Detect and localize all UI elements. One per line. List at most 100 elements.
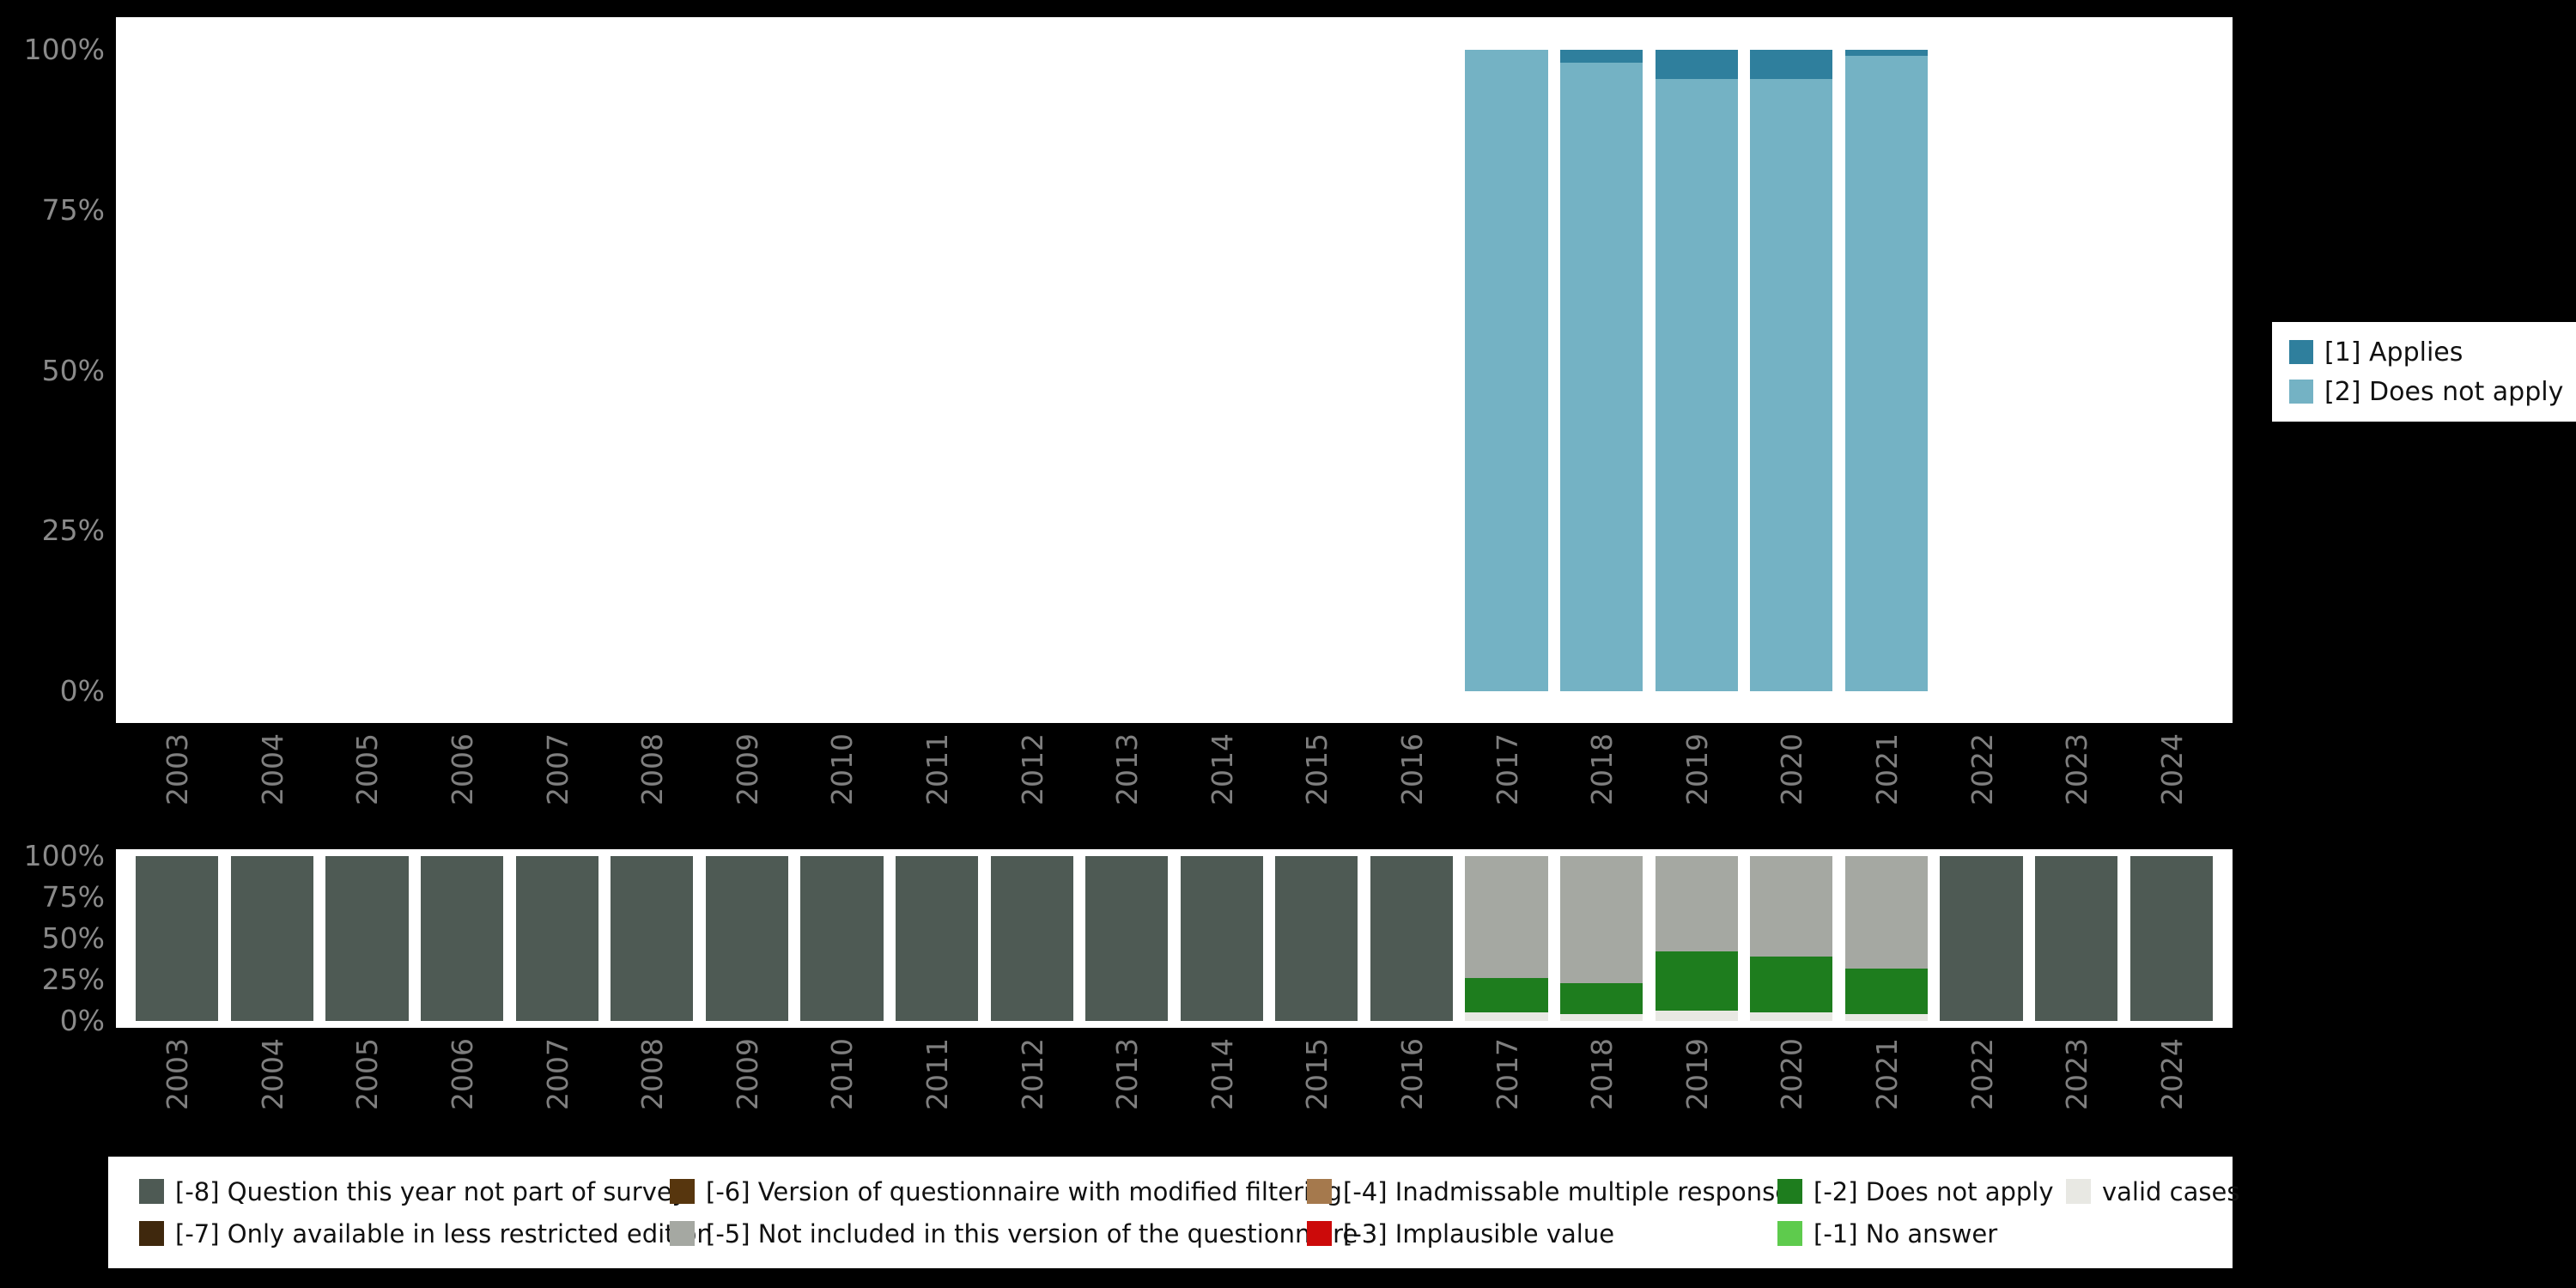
legend-item-3-implausible-value: [-3] Implausible value bbox=[1307, 1212, 1777, 1255]
legend-item-6-version-of-questionnaire-with-modified-filtering: [-6] Version of questionnaire with modif… bbox=[670, 1170, 1342, 1212]
segment-valid-cases bbox=[1465, 1012, 1548, 1021]
bar-2024 bbox=[2129, 856, 2213, 1021]
legend-swatch-5-not-included-in-this-version-of-the-questionnaire bbox=[670, 1221, 695, 1246]
missing-values-legend: [-8] Question this year not part of surv… bbox=[108, 1157, 2239, 1268]
y-tick-label: 25% bbox=[41, 963, 105, 996]
segment-5-not-included-in-this-version-of-the-questionnaire bbox=[1655, 856, 1738, 952]
legend-swatch-6-version-of-questionnaire-with-modified-filtering bbox=[670, 1179, 695, 1204]
segment-8-question-this-year-not-part-of-survey bbox=[420, 856, 504, 1021]
x-tick-label-2022: 2022 bbox=[1965, 1038, 1999, 1110]
bar-2019 bbox=[1655, 50, 1738, 691]
legend-label: [1] Applies bbox=[2324, 337, 2464, 368]
bar-2005 bbox=[325, 856, 409, 1021]
bar-2018 bbox=[1560, 856, 1643, 1021]
x-tick-label-2023: 2023 bbox=[2060, 733, 2094, 805]
bottom-chart-plot-area bbox=[116, 849, 2233, 1028]
y-tick-label: 50% bbox=[41, 353, 105, 387]
legend-swatch-7-only-available-in-less-restricted-edition bbox=[139, 1221, 164, 1246]
x-tick-label-2016: 2016 bbox=[1394, 1038, 1429, 1110]
segment-8-question-this-year-not-part-of-survey bbox=[800, 856, 884, 1021]
segment-1-applies bbox=[1655, 50, 1738, 79]
segment-valid-cases bbox=[1560, 1014, 1643, 1021]
legend-item-1-applies: [1] Applies bbox=[2289, 336, 2563, 368]
bar-2017 bbox=[1465, 856, 1548, 1021]
bar-2020 bbox=[1750, 856, 1833, 1021]
x-tick-label-2006: 2006 bbox=[446, 733, 480, 805]
legend-label: valid cases bbox=[2102, 1176, 2240, 1206]
y-tick-label: 100% bbox=[23, 33, 105, 66]
x-tick-label-2010: 2010 bbox=[825, 1038, 860, 1110]
legend-swatch-2-does-not-apply bbox=[1777, 1179, 1802, 1204]
segment-8-question-this-year-not-part-of-survey bbox=[1275, 856, 1358, 1021]
x-tick-label-2022: 2022 bbox=[1965, 733, 1999, 805]
legend-swatch-3-implausible-value bbox=[1307, 1221, 1332, 1246]
bar-2011 bbox=[895, 856, 979, 1021]
legend-label: [-2] Does not apply bbox=[1814, 1176, 2054, 1206]
segment-8-question-this-year-not-part-of-survey bbox=[611, 856, 694, 1021]
x-tick-label-2010: 2010 bbox=[825, 733, 860, 805]
x-tick-label-2021: 2021 bbox=[1869, 1038, 1904, 1110]
x-tick-label-2004: 2004 bbox=[255, 1038, 289, 1110]
bar-2018 bbox=[1560, 50, 1643, 691]
segment-1-applies bbox=[1750, 50, 1833, 79]
legend-swatch-valid-cases bbox=[2066, 1179, 2091, 1204]
x-tick-label-2017: 2017 bbox=[1490, 733, 1524, 805]
segment-8-question-this-year-not-part-of-survey bbox=[136, 856, 219, 1021]
x-tick-label-2005: 2005 bbox=[350, 1038, 385, 1110]
legend-label: [2] Does not apply bbox=[2324, 376, 2564, 407]
top-chart-legend: [1] Applies [2] Does not apply bbox=[2272, 322, 2576, 422]
y-tick-label: 75% bbox=[41, 880, 105, 914]
y-tick-label: 50% bbox=[41, 921, 105, 955]
bar-2017 bbox=[1465, 50, 1548, 691]
legend-item-valid-cases: valid cases bbox=[2066, 1170, 2239, 1212]
segment-8-question-this-year-not-part-of-survey bbox=[2129, 856, 2213, 1021]
bar-2004 bbox=[230, 856, 313, 1021]
bar-2022 bbox=[1940, 856, 2023, 1021]
y-tick-label: 25% bbox=[41, 513, 105, 548]
segment-8-question-this-year-not-part-of-survey bbox=[895, 856, 979, 1021]
segment-8-question-this-year-not-part-of-survey bbox=[1085, 856, 1169, 1021]
x-tick-label-2021: 2021 bbox=[1869, 733, 1904, 805]
x-tick-label-2024: 2024 bbox=[2154, 1038, 2189, 1110]
segment-valid-cases bbox=[1750, 1012, 1833, 1021]
x-tick-label-2004: 2004 bbox=[255, 733, 289, 805]
segment-2-does-not-apply bbox=[1560, 62, 1643, 691]
y-tick-label: 0% bbox=[59, 674, 105, 708]
segment-8-question-this-year-not-part-of-survey bbox=[990, 856, 1073, 1021]
segment-8-question-this-year-not-part-of-survey bbox=[325, 856, 409, 1021]
y-tick-label: 100% bbox=[23, 839, 105, 872]
segment-2-does-not-apply bbox=[1750, 78, 1833, 691]
x-tick-label-2012: 2012 bbox=[1015, 1038, 1049, 1110]
bar-2021 bbox=[1844, 50, 1929, 691]
legend-item-7-only-available-in-less-restricted-edition: [-7] Only available in less restricted e… bbox=[139, 1212, 713, 1255]
x-tick-label-2017: 2017 bbox=[1490, 1038, 1524, 1110]
bar-2016 bbox=[1370, 856, 1454, 1021]
segment-8-question-this-year-not-part-of-survey bbox=[230, 856, 313, 1021]
top-chart-plot-area bbox=[116, 17, 2233, 723]
y-tick-label: 75% bbox=[41, 192, 105, 227]
x-tick-label-2012: 2012 bbox=[1015, 733, 1049, 805]
x-tick-label-2019: 2019 bbox=[1680, 733, 1714, 805]
segment-8-question-this-year-not-part-of-survey bbox=[2035, 856, 2118, 1021]
x-tick-label-2008: 2008 bbox=[635, 1038, 670, 1110]
segment-2-does-not-apply bbox=[1465, 978, 1548, 1013]
legend-swatch-1-no-answer bbox=[1777, 1221, 1802, 1246]
bar-2015 bbox=[1275, 856, 1358, 1021]
x-tick-label-2018: 2018 bbox=[1585, 1038, 1619, 1110]
bar-2012 bbox=[990, 856, 1073, 1021]
bar-2008 bbox=[611, 856, 694, 1021]
segment-valid-cases bbox=[1655, 1011, 1738, 1021]
x-tick-label-2016: 2016 bbox=[1394, 733, 1429, 805]
legend-item-8-question-this-year-not-part-of-survey: [-8] Question this year not part of surv… bbox=[139, 1170, 687, 1212]
x-tick-label-2013: 2013 bbox=[1110, 733, 1145, 805]
x-tick-label-2011: 2011 bbox=[920, 1038, 955, 1110]
x-tick-label-2013: 2013 bbox=[1110, 1038, 1145, 1110]
segment-2-does-not-apply bbox=[1560, 982, 1643, 1015]
legend-swatch-4-inadmissable-multiple-response bbox=[1307, 1179, 1332, 1204]
x-tick-label-2008: 2008 bbox=[635, 733, 670, 805]
segment-8-question-this-year-not-part-of-survey bbox=[515, 856, 598, 1021]
legend-swatch-8-question-this-year-not-part-of-survey bbox=[139, 1179, 164, 1204]
x-tick-label-2007: 2007 bbox=[540, 1038, 574, 1110]
legend-item-5-not-included-in-this-version-of-the-questionnaire: [-5] Not included in this version of the… bbox=[670, 1212, 1358, 1255]
legend-swatch-1-applies bbox=[2289, 340, 2313, 364]
